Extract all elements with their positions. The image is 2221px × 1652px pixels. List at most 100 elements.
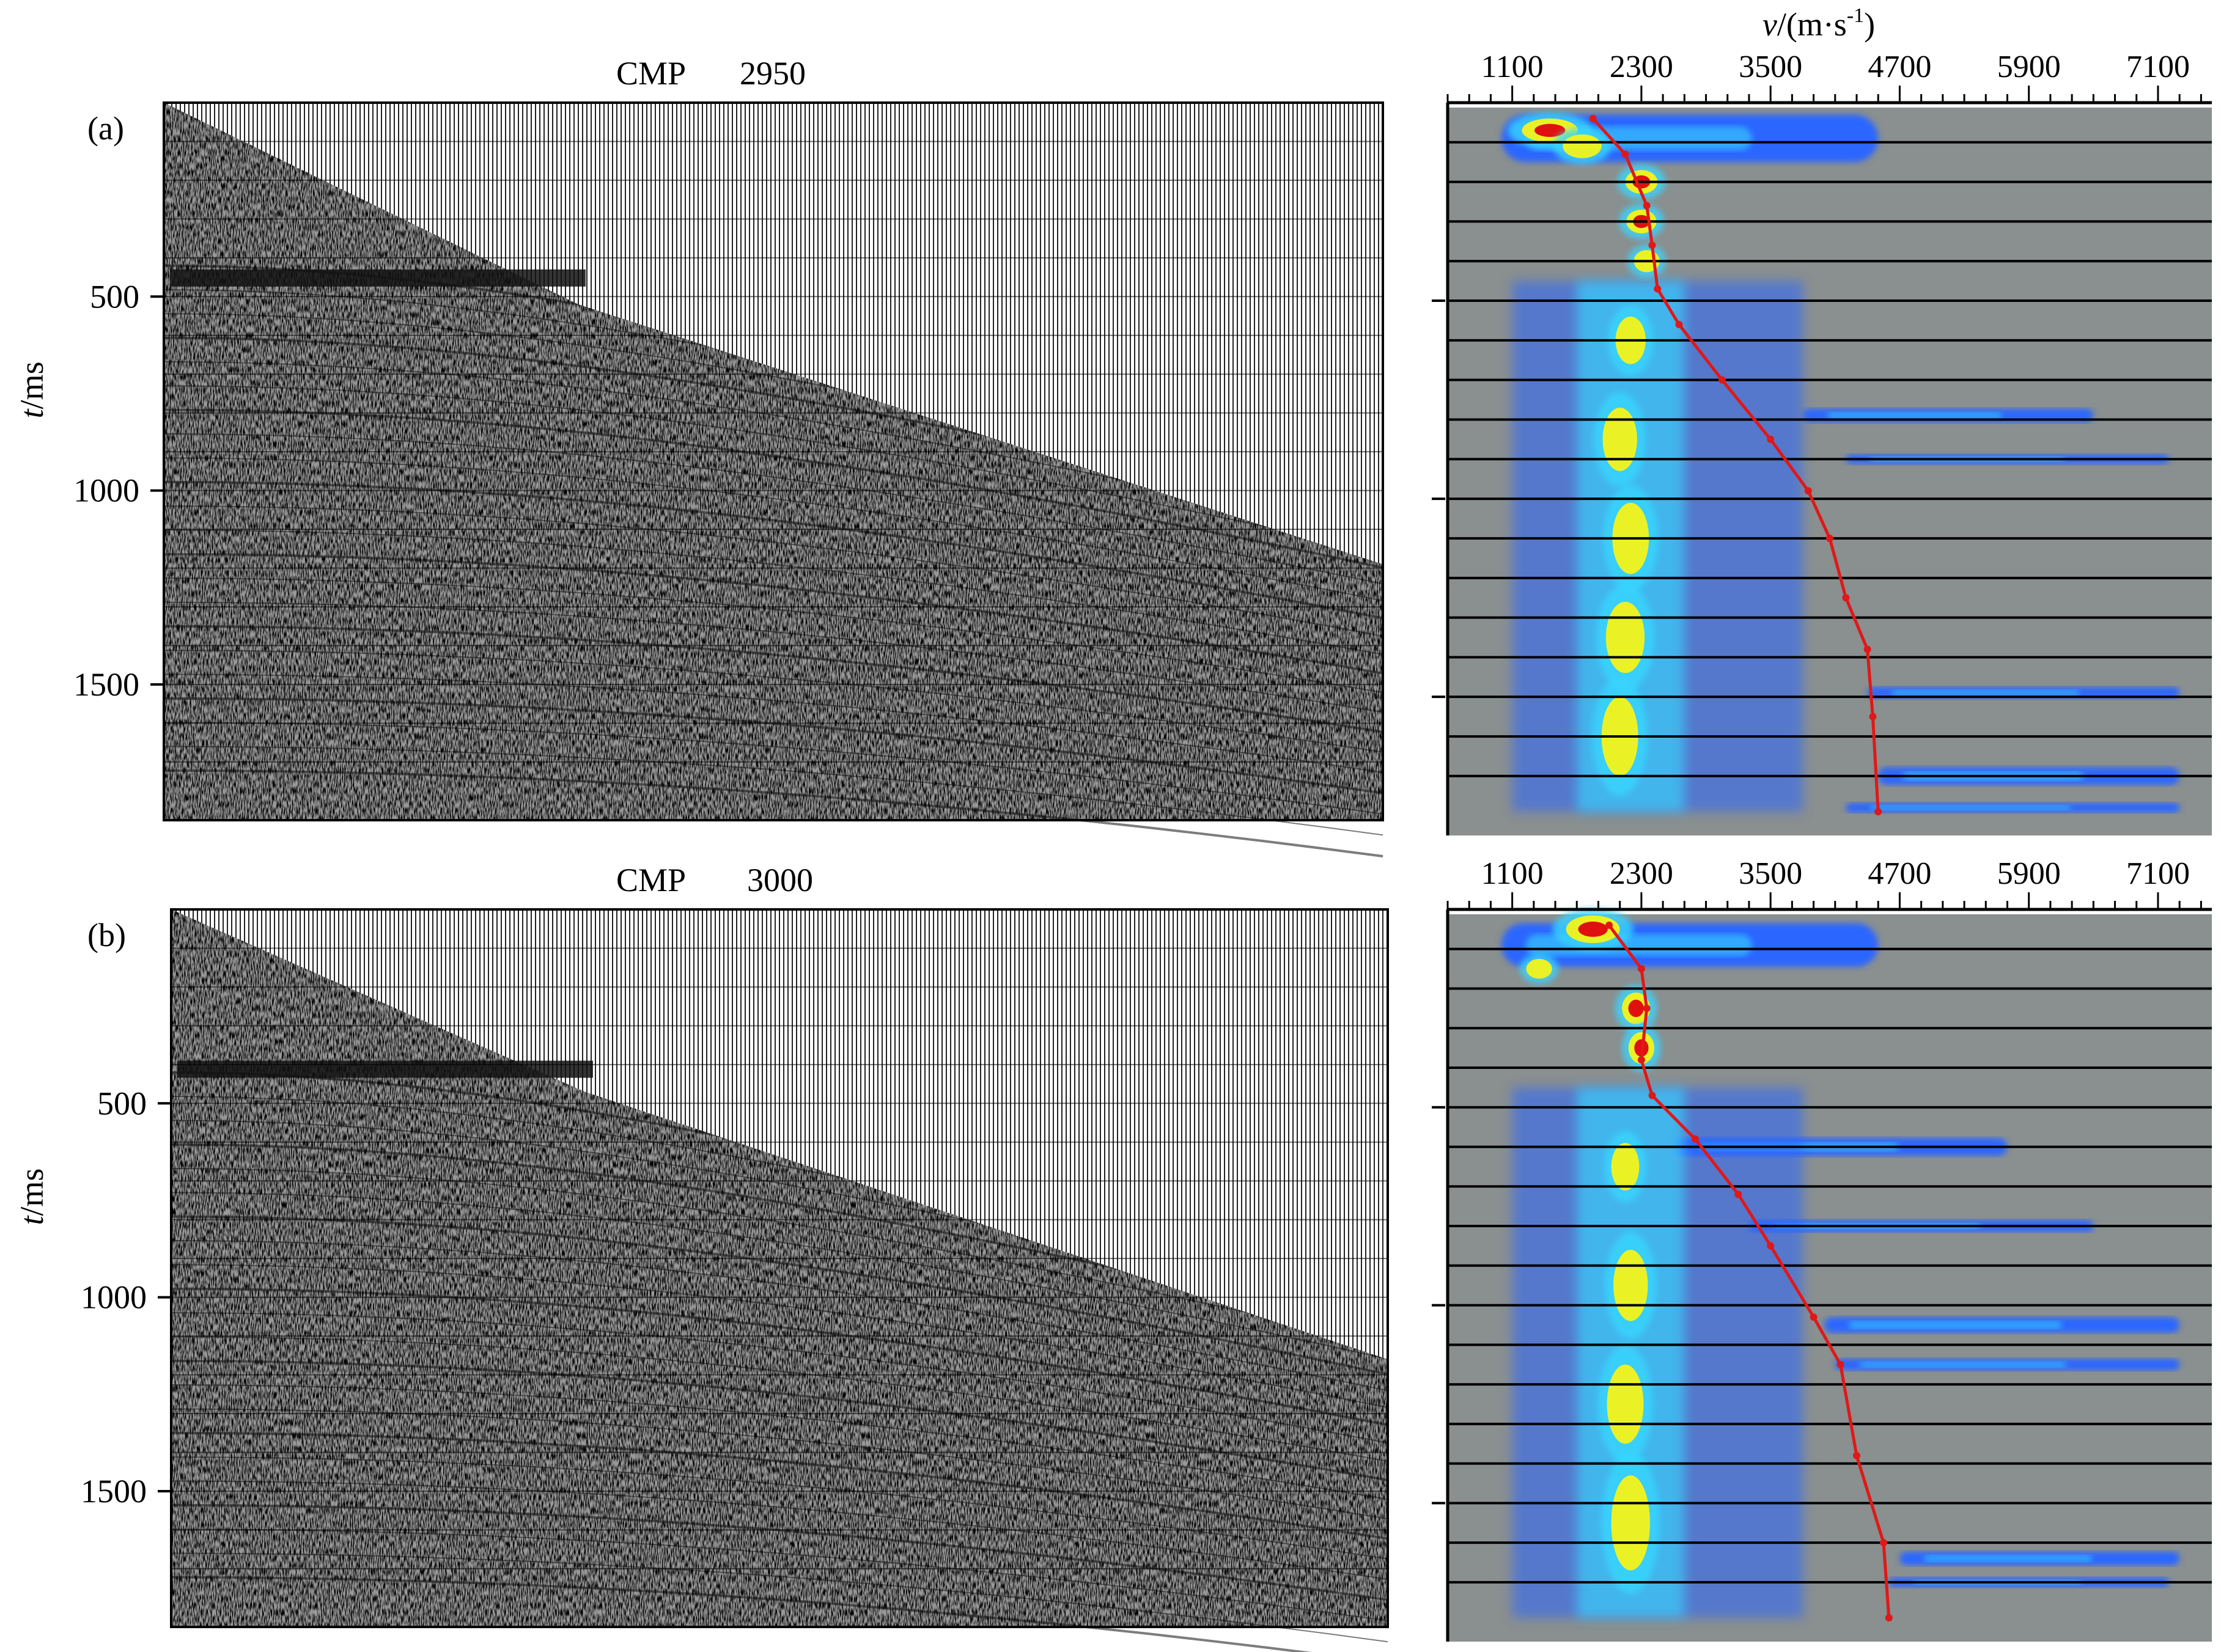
panel-b-semblance: 1100 2300 3500 4700 5900 7100 [1446,856,2212,1642]
velocity-pick-point [1654,285,1662,293]
semblance-blob [1611,1143,1640,1191]
velocity-tick-label: 1100 [1481,856,1544,891]
gather-reflection [171,1576,1312,1652]
gather-reflection [171,1215,1388,1376]
semblance-streak-core [1849,1321,2062,1329]
semblance-blob [1605,601,1645,674]
panel-a-cmp-number: 2950 [740,55,806,92]
velocity-axis-label: v/(m·s-1) [1762,4,1875,43]
time-axis-label: t/ms [13,361,50,418]
velocity-pick-point [1691,1135,1699,1143]
velocity-tick-label: 4700 [1868,856,1931,891]
panel-a-time-axis: 500 1000 1500 t/ms [13,103,1445,820]
panel-b-time-axis: 500 1000 1500 t/ms [13,909,1445,1627]
velocity-tick-label: 2300 [1610,856,1673,891]
velocity-tick-label: 3500 [1739,856,1802,891]
velocity-tick-label: 5900 [1997,856,2061,891]
velocity-tick-label: 7100 [2126,856,2190,891]
velocity-tick-label: 7100 [2126,50,2190,84]
semblance-blob-peak [1628,999,1644,1018]
semblance-blob [1607,1364,1644,1444]
time-tick-label: 500 [97,1085,147,1122]
gather-reflection [163,505,1383,637]
velocity-tick-label: 4700 [1868,50,1931,84]
velocity-pick-point [1637,965,1645,973]
velocity-pick-point [1718,376,1726,384]
panel-b-cmp-label: CMP [616,862,686,898]
time-axis-label: t/ms [13,1168,50,1225]
velocity-pick-point [1880,1539,1888,1547]
semblance-streak-core [1924,1555,2093,1562]
gather-reflection [171,1359,1388,1481]
semblance-blob [1611,1475,1650,1571]
velocity-tick-label: 2300 [1610,50,1673,84]
velocity-pick-point [1637,1056,1645,1064]
gather-reflection [163,674,1383,773]
gather-reflection [163,480,1383,620]
gather-reflection [171,1480,1388,1580]
gather-reflection [171,1336,1388,1462]
velocity-pick-point [1842,594,1850,602]
velocity-pick-point [1589,114,1597,122]
gather-reflection [163,553,1383,675]
velocity-pick-point [1734,1191,1742,1199]
semblance-blob [1526,958,1552,979]
velocity-pick-point [1810,1313,1818,1321]
semblance-blob-peak [1534,123,1566,138]
time-tick-label: 1500 [73,666,139,703]
semblance-streak-core [1827,412,2002,419]
gather-reflection [163,433,1383,585]
velocity-tick-label: 1100 [1481,50,1544,84]
gather-first-break [170,269,586,287]
panel-a-label: (a) [87,110,124,147]
velocity-pick-point [1853,1452,1861,1459]
velocity-pick-point [1621,150,1629,158]
panel-a: (a) CMP 2950 1100 2300 3500 4700 5900 7100 50… [13,50,2212,857]
velocity-pick-point [1675,320,1683,328]
velocity-pick-point [1767,435,1775,443]
velocity-tick-label: 3500 [1739,50,1802,84]
gather-reflection [163,529,1383,655]
gather-reflection [171,1264,1388,1408]
gather-reflection [171,1431,1388,1540]
gather-reflection [163,625,1383,733]
gather-reflection [163,457,1383,601]
gather-reflection [163,746,1383,836]
semblance-blob [1563,134,1602,158]
gather-reflection [163,408,1383,569]
panel-b-cmp-number: 3000 [747,862,813,898]
gather-reflection [163,385,1383,553]
velocity-pick-point [1885,1614,1893,1622]
velocity-pick-point [1863,645,1871,653]
gather-reflection [171,1312,1388,1444]
panel-b-label: (b) [87,917,126,953]
velocity-pick-point [1804,487,1812,495]
time-tick-label: 1000 [73,472,139,509]
velocity-pick-point [1836,1360,1844,1368]
panel-a-cmp-title: CMP 2950 [616,55,806,92]
panel-b-gather [170,908,1389,1652]
time-tick-label: 500 [90,278,139,315]
velocity-pick-point [1643,1004,1651,1012]
gather-muted-region [164,103,1383,565]
gather-reflection [171,1192,1388,1360]
gather-reflection [163,769,1383,857]
gather-first-break [177,1060,593,1078]
semblance-streak-core [1891,689,2079,696]
gather-reflection [163,722,1383,815]
gather-reflection [163,578,1383,694]
gather-reflection [171,1384,1388,1500]
velocity-pick-point [1605,921,1613,929]
velocity-pick-point [1826,534,1833,542]
velocity-pick-point [1643,202,1651,210]
gather-reflection [171,1408,1388,1520]
picked-velocity-curve [1591,117,1880,812]
gather-reflection [171,1287,1388,1426]
panel-a-semblance: 1100 2300 3500 4700 5900 7100 [1446,50,2212,835]
semblance-blob [1613,1249,1648,1321]
velocity-tick-label: 5900 [1997,50,2061,84]
semblance-blob-peak [1578,921,1608,937]
panel-a-cmp-label: CMP [616,55,686,92]
semblance-streak-core [1870,805,2071,810]
